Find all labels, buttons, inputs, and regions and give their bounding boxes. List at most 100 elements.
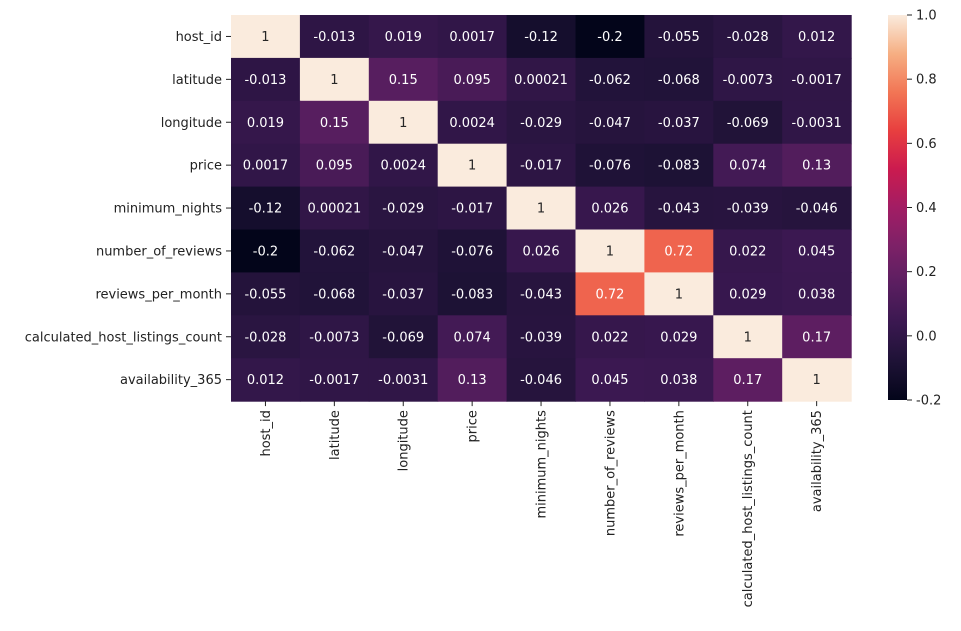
heatmap-cell [437, 358, 508, 402]
heatmap-cell [644, 100, 714, 145]
cell-value-label: 0.038 [660, 373, 697, 388]
heatmap-cell [644, 358, 714, 402]
cell-value-label: -0.047 [382, 244, 424, 259]
heatmap-cell [575, 358, 645, 402]
heatmap-cell [575, 315, 645, 359]
cell-value-label: -0.0073 [723, 73, 773, 88]
colorbar: -0.2 0.0 0.2 0.4 0.6 0.8 1.0 [888, 9, 941, 409]
heatmap-cell [713, 358, 783, 402]
heatmap-cell [575, 143, 645, 188]
cell-value-label: 1 [606, 244, 614, 259]
cell-value-label: -0.12 [524, 30, 558, 45]
cell-value-label: 0.019 [385, 30, 422, 45]
y-tick-label: availability_365 [120, 373, 222, 388]
cell-value-label: -0.083 [658, 159, 700, 174]
cell-value-label: -0.062 [589, 73, 631, 88]
heatmap-cell [368, 100, 439, 145]
colorbar-tick-label: -0.2 [916, 394, 941, 409]
y-tick-label: host_id [176, 30, 222, 45]
cell-value-label: -0.083 [451, 287, 493, 302]
cell-value-label: 0.17 [733, 373, 762, 388]
heatmap-cell [231, 57, 301, 102]
heatmap-cell [782, 57, 852, 102]
heatmap-cell [644, 315, 714, 359]
cell-value-label: 0.026 [591, 202, 628, 217]
heatmap-cell [299, 57, 370, 102]
heatmap-cell [713, 186, 783, 231]
cell-value-label: -0.013 [244, 73, 286, 88]
colorbar-tick-label: 0.4 [916, 201, 937, 216]
cell-value-label: 0.074 [454, 330, 491, 345]
colorbar-tick-label: 1.0 [916, 9, 937, 24]
heatmap-cell [506, 57, 577, 102]
heatmap-cell [575, 229, 645, 273]
heatmap-cell [437, 272, 508, 316]
cell-value-label: -0.068 [313, 287, 355, 302]
heatmap-cell [575, 100, 645, 145]
heatmap-cell [713, 229, 783, 273]
heatmap-cell [782, 143, 852, 188]
cell-value-label: 0.0017 [449, 30, 495, 45]
cell-value-label: 0.0017 [243, 159, 289, 174]
heatmap-cell [231, 15, 301, 59]
cell-value-label: 0.095 [454, 73, 491, 88]
x-tick-label: latitude [328, 410, 343, 460]
heatmap-cell [506, 358, 577, 402]
heatmap-cell [368, 272, 439, 316]
y-tick-label: reviews_per_month [95, 287, 222, 302]
cell-value-label: 0.045 [798, 244, 835, 259]
cell-value-label: 0.022 [729, 244, 766, 259]
y-axis-tick-labels: host_id latitude longitude price minimum_nig… [25, 30, 231, 388]
cell-value-label: -0.062 [313, 244, 355, 259]
x-tick-label: host_id [259, 410, 274, 456]
heatmap-cell [231, 100, 301, 145]
cell-value-label: 0.074 [729, 159, 766, 174]
heatmap-cell [506, 186, 577, 231]
cell-value-label: 1 [468, 159, 476, 174]
heatmap-cell [368, 15, 439, 59]
y-tick-label: latitude [172, 73, 222, 88]
cell-value-label: -0.2 [253, 244, 278, 259]
x-tick-label: reviews_per_month [672, 410, 687, 537]
cell-value-label: -0.0031 [792, 116, 842, 131]
cell-value-label: 0.13 [458, 373, 487, 388]
cell-value-label: 0.00021 [307, 202, 361, 217]
heatmap-cell [782, 315, 852, 359]
colorbar-gradient [888, 15, 907, 400]
cell-value-label: -0.037 [658, 116, 700, 131]
y-tick-label: calculated_host_listings_count [25, 330, 222, 345]
cell-value-label: -0.017 [520, 159, 562, 174]
heatmap-cell [782, 229, 852, 273]
cell-value-label: 0.029 [660, 330, 697, 345]
heatmap-cell [713, 15, 783, 59]
x-tick-label: minimum_nights [535, 410, 550, 519]
heatmap-cell [575, 57, 645, 102]
cell-value-label: 0.15 [389, 73, 418, 88]
y-tick-label: number_of_reviews [96, 244, 222, 259]
cell-value-label: -0.046 [520, 373, 562, 388]
colorbar-tick-label: 0.6 [916, 137, 937, 152]
cell-value-label: 1 [744, 330, 752, 345]
cell-value-label: -0.028 [244, 330, 286, 345]
cell-value-label: 0.022 [591, 330, 628, 345]
cell-value-label: 0.15 [320, 116, 349, 131]
heatmap-cell [506, 100, 577, 145]
cell-value-label: -0.069 [727, 116, 769, 131]
cell-value-label: -0.12 [249, 202, 283, 217]
heatmap-cell [713, 57, 783, 102]
x-axis-tick-labels: host_id latitude longitude price minimum_nig… [259, 401, 825, 607]
heatmap-cell [506, 229, 577, 273]
heatmap-cell [299, 229, 370, 273]
heatmap-cell [575, 272, 645, 316]
heatmap-cell [437, 229, 508, 273]
cell-value-label: -0.029 [520, 116, 562, 131]
x-tick-label: longitude [397, 410, 412, 471]
cell-value-label: -0.0017 [309, 373, 359, 388]
cell-value-label: -0.068 [658, 73, 700, 88]
heatmap-cell [299, 143, 370, 188]
heatmap-cell [506, 15, 577, 59]
heatmap-cell [368, 229, 439, 273]
cell-value-label: 0.012 [798, 30, 835, 45]
heatmap-cell [644, 57, 714, 102]
heatmap-cell [231, 186, 301, 231]
